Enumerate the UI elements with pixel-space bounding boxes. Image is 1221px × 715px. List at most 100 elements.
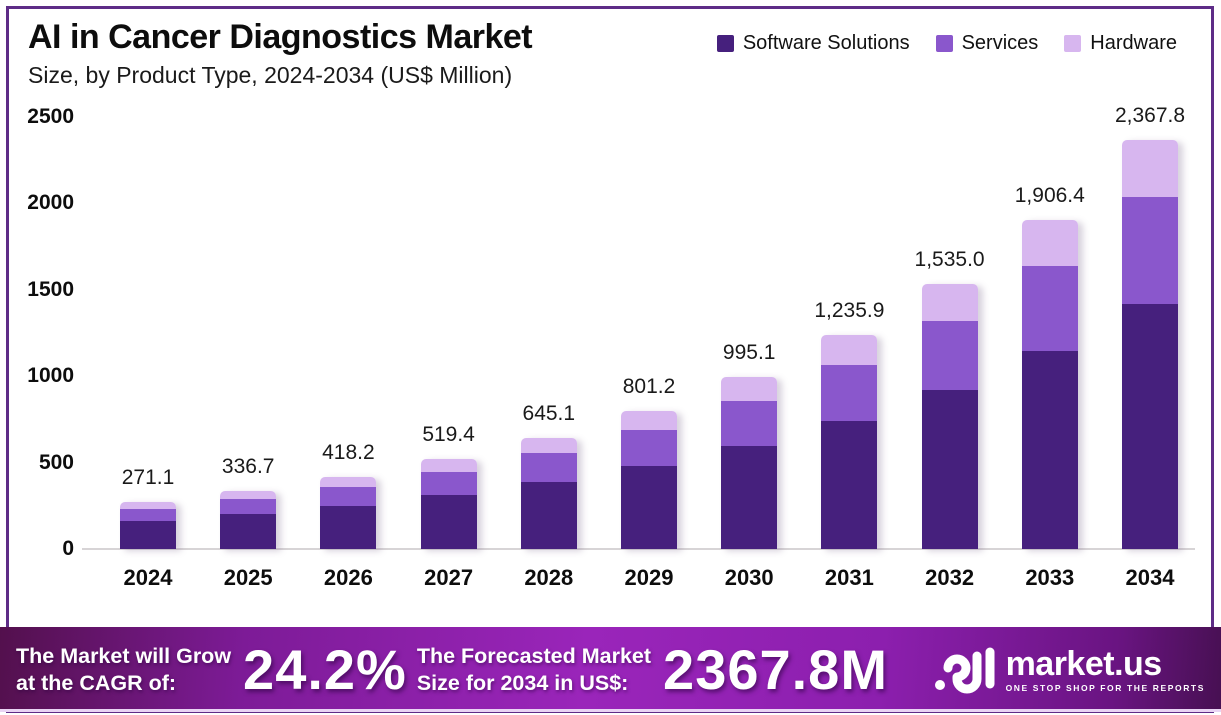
x-axis-label-2032: 2032 [925, 565, 975, 590]
y-axis: 0 500 1000 1500 2000 2500 [10, 105, 74, 560]
bar-segment-hardware-2033 [1021, 219, 1078, 266]
bar-total-label-2033: 1,906.4 [1014, 183, 1085, 207]
bar-total-label-2031: 1,235.9 [814, 299, 885, 323]
x-axis-label-2025: 2025 [223, 565, 273, 590]
bar-total-label-2030: 995.1 [722, 341, 776, 365]
forecast-label-line2: Size for 2034 in US$: [416, 670, 629, 695]
y-tick-label: 2500 [27, 105, 74, 128]
x-axis-label-2029: 2029 [624, 565, 674, 590]
bar-segment-services-2028 [520, 453, 577, 483]
bar-total-label-2032: 1,535.0 [914, 247, 985, 271]
legend-label-hardware: Hardware [1090, 32, 1177, 54]
bar-segment-software-2025 [220, 514, 277, 549]
bar-segment-software-2028 [520, 482, 577, 549]
bar-total-label-2024: 271.1 [121, 466, 175, 490]
logo-tagline: ONE STOP SHOP FOR THE REPORTS [1005, 682, 1205, 693]
bar-segment-hardware-2028 [520, 437, 577, 454]
x-axis-baseline [82, 548, 1195, 550]
software-swatch-icon [716, 35, 734, 52]
legend-label-services: Services [961, 32, 1039, 54]
bar-segment-software-2031 [821, 420, 878, 549]
bar-2031 [821, 335, 878, 549]
bar-segment-hardware-2025 [220, 490, 277, 499]
x-axis-label-2033: 2033 [1025, 565, 1075, 590]
bar-segment-software-2027 [420, 495, 477, 549]
forecast-label-line1: The Forecasted Market [416, 643, 652, 668]
bar-segment-services-2030 [721, 401, 778, 446]
x-axis-label-2028: 2028 [524, 565, 574, 590]
bar-segment-hardware-2032 [921, 283, 978, 321]
bar-total-label-2034: 2,367.8 [1114, 103, 1186, 127]
bar-segment-software-2034 [1122, 303, 1178, 549]
bar-2030 [721, 377, 778, 549]
bar-segment-services-2029 [621, 429, 677, 466]
cagr-label-line1: The Market will Grow [16, 643, 232, 668]
bar-2026 [320, 476, 377, 549]
bar-segment-hardware-2024 [120, 502, 176, 509]
bar-total-label-2025: 336.7 [221, 454, 275, 478]
legend-item-software: Software Solutions [716, 32, 910, 55]
page-subtitle: Size, by Product Type, 2024-2034 (US$ Mi… [28, 62, 513, 88]
bottom-banner: The Market will Grow at the CAGR of: 24.… [0, 627, 1221, 712]
x-axis-label-2026: 2026 [323, 565, 373, 590]
bar-segment-hardware-2031 [821, 335, 878, 366]
forecast-value: 2367.8M [663, 638, 888, 701]
bar-segment-software-2026 [320, 505, 377, 549]
y-tick-label: 1500 [27, 277, 74, 301]
bar-segment-software-2030 [721, 445, 778, 549]
x-axis-label-2027: 2027 [424, 565, 474, 590]
bar-segment-software-2024 [120, 520, 176, 549]
bar-segment-software-2033 [1021, 351, 1078, 549]
bar-total-label-2026: 418.2 [322, 440, 375, 464]
hardware-swatch-icon [1064, 35, 1082, 52]
x-axis-label-2034: 2034 [1125, 565, 1175, 590]
bar-segment-hardware-2029 [621, 410, 677, 430]
bar-segment-services-2027 [420, 471, 477, 496]
banner-bottom-strip [0, 709, 1221, 712]
legend: Software Solutions Services Hardware [716, 32, 1177, 55]
cagr-value: 24.2% [243, 638, 407, 701]
forecast-label: The Forecasted Market Size for 2034 in U… [417, 643, 651, 697]
bar-total-label-2028: 645.1 [522, 401, 576, 425]
x-axis-label-2031: 2031 [824, 565, 874, 590]
bar-2028 [520, 437, 577, 549]
market-us-logo-icon [934, 647, 995, 693]
legend-item-hardware: Hardware [1064, 32, 1177, 55]
logo-text: market.us [1005, 644, 1163, 683]
y-tick-label: 500 [38, 450, 74, 474]
x-axis: 2024 2025 2026 2027 2028 2029 2030 2031 2032 2033… [90, 565, 1195, 607]
bar-segment-hardware-2027 [420, 459, 477, 472]
bar-2027 [420, 459, 477, 549]
bar-segment-services-2024 [120, 508, 176, 521]
bar-2032 [921, 283, 978, 549]
legend-item-services: Services [935, 32, 1039, 55]
bar-segment-services-2031 [821, 365, 878, 421]
plot-area: 271.1 336.7 418.2 519.4 645.1 801.2 995.1 1,235… [82, 104, 1195, 550]
bar-2034 [1122, 139, 1178, 549]
bar-segment-services-2033 [1021, 265, 1078, 352]
services-swatch-icon [935, 35, 953, 52]
market-us-logo[interactable]: market.us ONE STOP SHOP FOR THE REPORTS [934, 644, 1205, 696]
x-axis-label-2024: 2024 [123, 565, 173, 590]
bar-segment-software-2032 [921, 389, 978, 549]
cagr-label: The Market will Grow at the CAGR of: [16, 643, 231, 697]
bar-segment-services-2026 [320, 486, 377, 506]
page-title: AI in Cancer Diagnostics Market [28, 18, 533, 56]
bar-segment-hardware-2026 [320, 476, 377, 487]
bar-segment-services-2025 [220, 499, 277, 515]
bar-2033 [1021, 219, 1078, 549]
bar-2029 [621, 410, 677, 549]
bar-segment-hardware-2034 [1122, 139, 1178, 198]
bar-segment-hardware-2030 [721, 377, 778, 402]
bar-total-label-2029: 801.2 [622, 374, 676, 398]
x-axis-label-2030: 2030 [724, 565, 774, 590]
y-tick-label: 1000 [27, 364, 74, 388]
bar-2025 [220, 490, 277, 549]
bar-segment-services-2032 [921, 320, 978, 390]
bar-2024 [120, 502, 176, 549]
bar-segment-services-2034 [1122, 197, 1178, 304]
bar-total-label-2027: 519.4 [422, 423, 475, 447]
y-tick-label: 2000 [27, 191, 74, 215]
legend-label-software: Software Solutions [742, 32, 910, 54]
y-tick-label: 0 [62, 537, 74, 560]
